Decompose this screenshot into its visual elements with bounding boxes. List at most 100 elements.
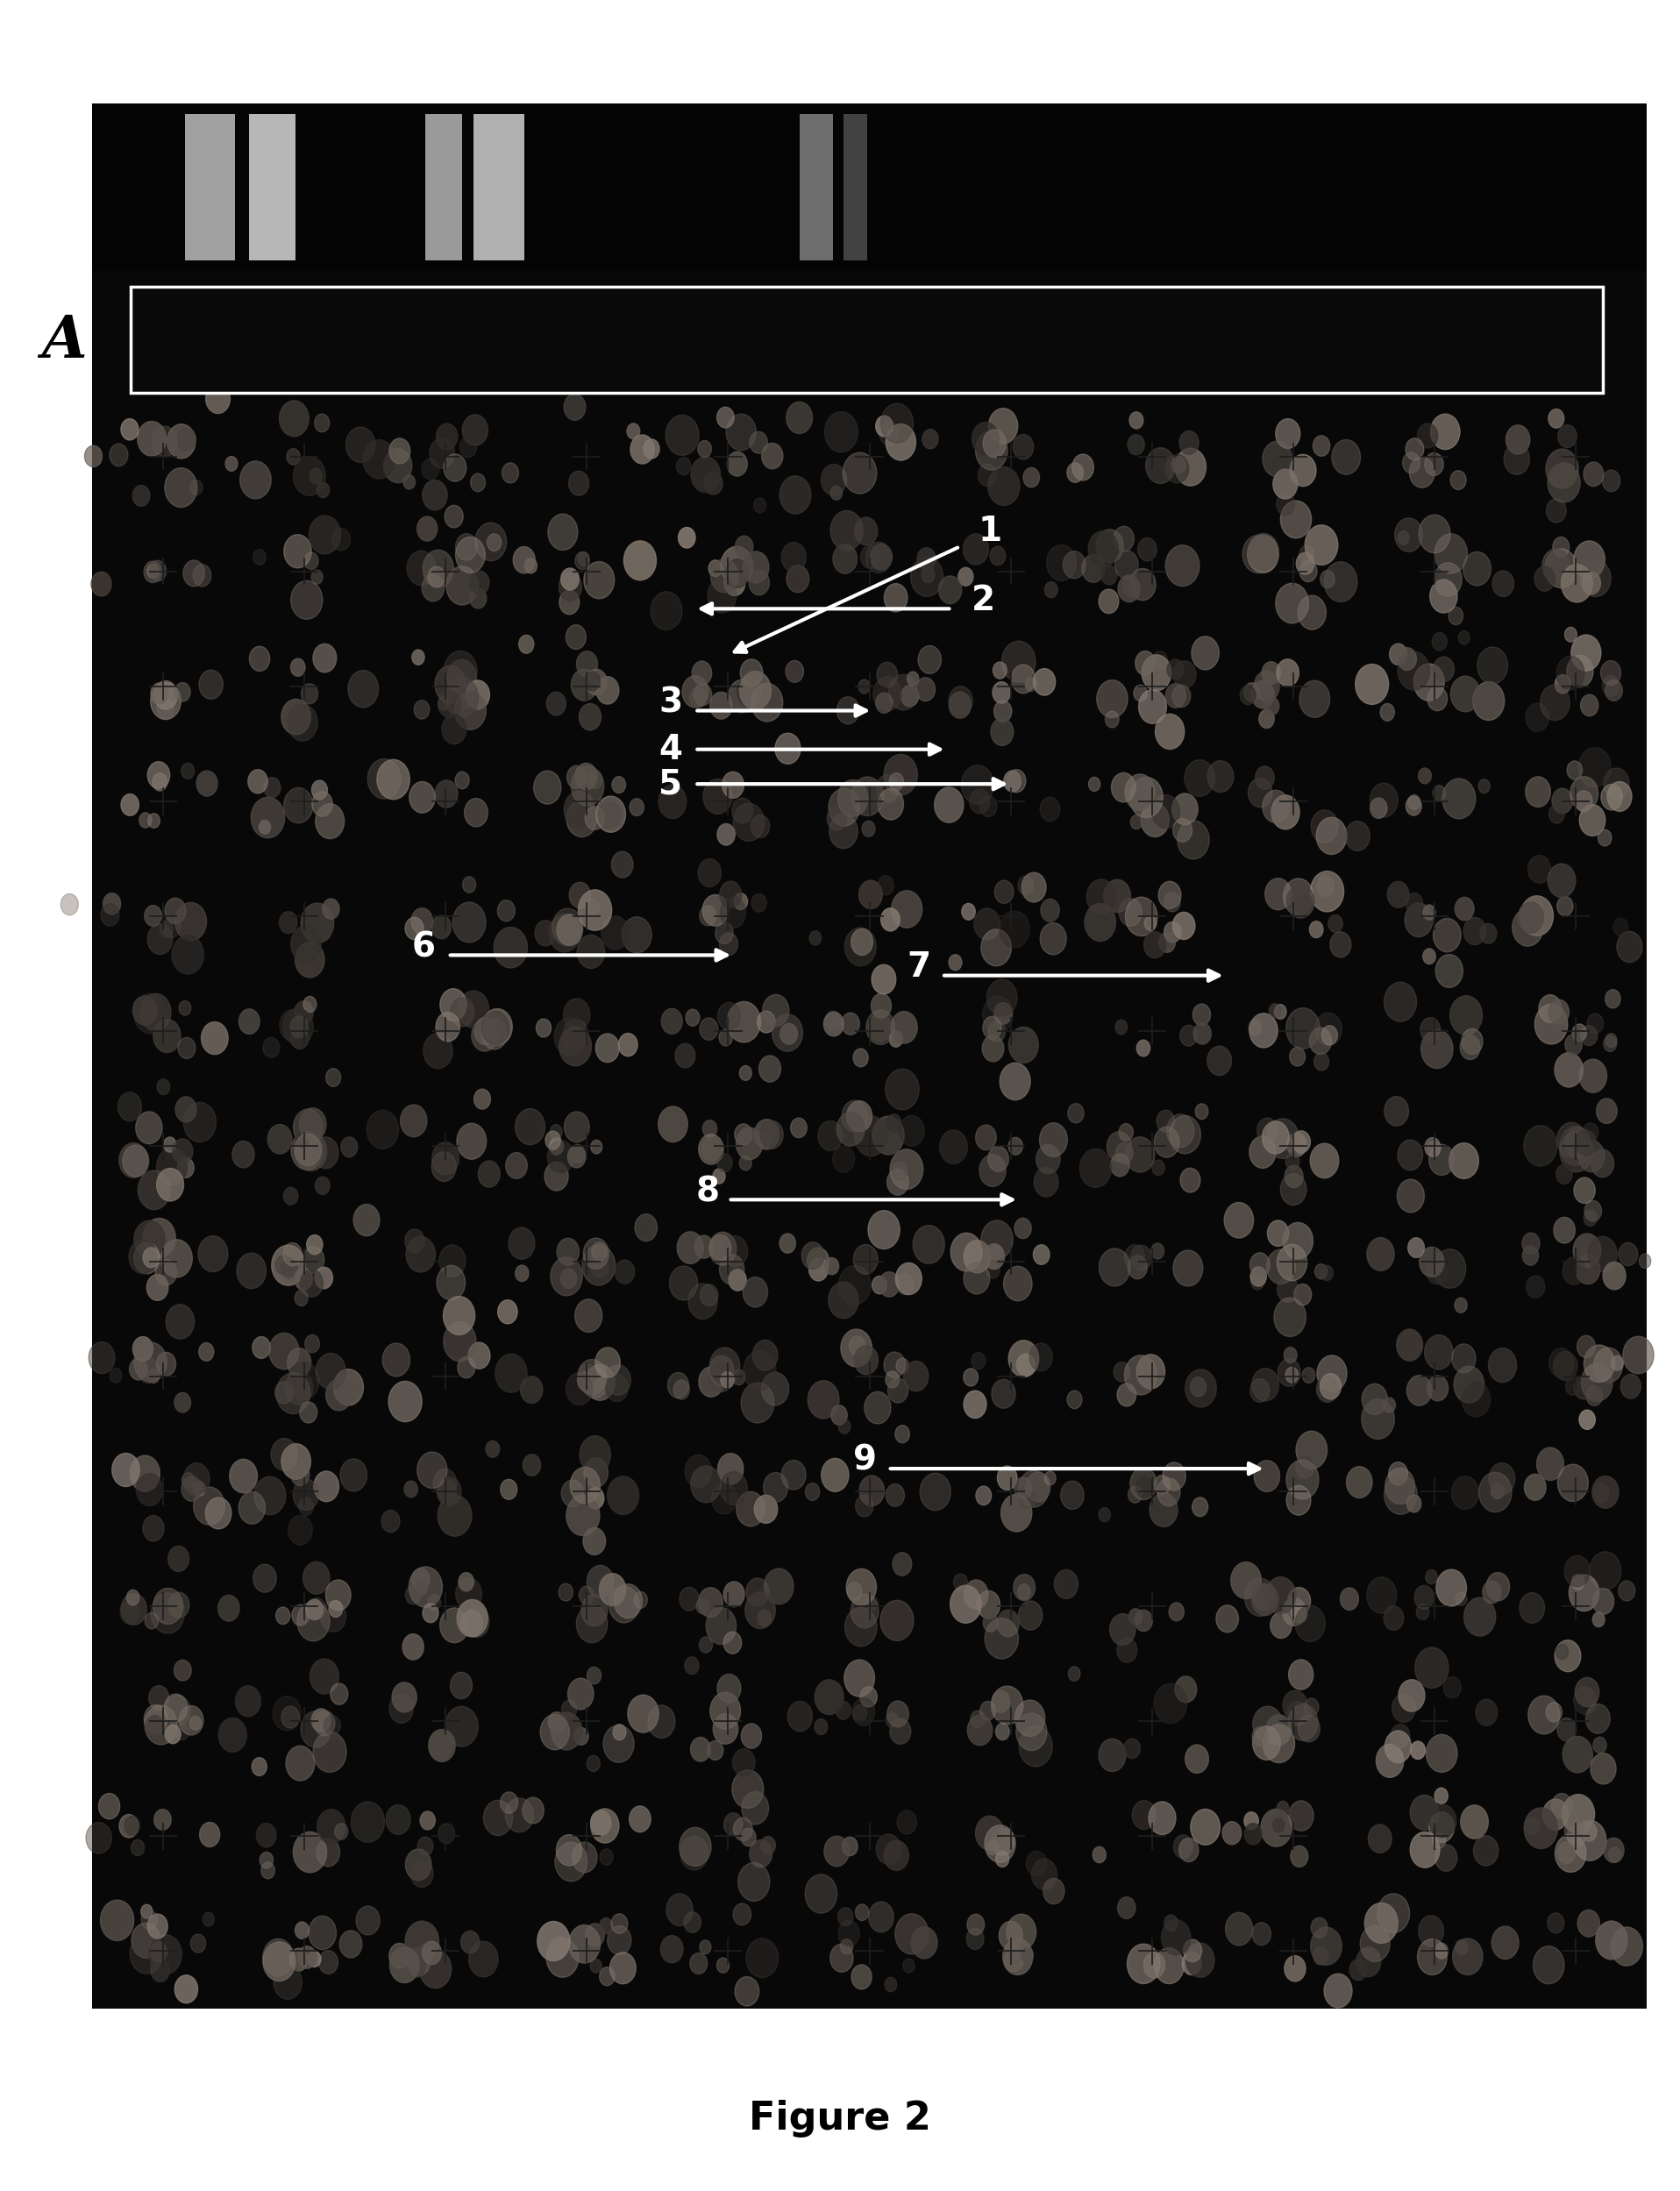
- Circle shape: [961, 765, 995, 804]
- Circle shape: [129, 1358, 148, 1380]
- Circle shape: [1433, 784, 1446, 800]
- Bar: [185, 114, 235, 261]
- Circle shape: [585, 806, 605, 830]
- Circle shape: [1043, 1878, 1065, 1904]
- Circle shape: [487, 535, 501, 552]
- Circle shape: [1287, 1485, 1310, 1516]
- Bar: [249, 114, 296, 261]
- Circle shape: [1549, 1347, 1574, 1378]
- Circle shape: [877, 662, 897, 688]
- Circle shape: [605, 1374, 628, 1402]
- Circle shape: [1263, 1724, 1295, 1764]
- Circle shape: [667, 1893, 692, 1926]
- Circle shape: [561, 1700, 576, 1718]
- Circle shape: [151, 684, 181, 719]
- Circle shape: [717, 1155, 732, 1172]
- Circle shape: [232, 1142, 254, 1168]
- Circle shape: [706, 1608, 736, 1645]
- Circle shape: [823, 1012, 843, 1036]
- Circle shape: [312, 1731, 346, 1773]
- Circle shape: [279, 911, 297, 933]
- Circle shape: [879, 789, 904, 819]
- Circle shape: [808, 1258, 828, 1282]
- Circle shape: [1524, 1475, 1546, 1501]
- Circle shape: [417, 1453, 447, 1488]
- Circle shape: [576, 651, 598, 677]
- Circle shape: [1593, 1613, 1604, 1628]
- Circle shape: [1144, 1952, 1164, 1978]
- Circle shape: [870, 543, 892, 570]
- Circle shape: [144, 561, 161, 583]
- Circle shape: [289, 1516, 312, 1545]
- Circle shape: [1331, 931, 1351, 957]
- Circle shape: [721, 896, 746, 929]
- Circle shape: [1253, 1461, 1280, 1492]
- Circle shape: [1425, 454, 1443, 475]
- Circle shape: [418, 1836, 433, 1856]
- Circle shape: [850, 1595, 879, 1628]
- Circle shape: [1250, 1378, 1270, 1402]
- Circle shape: [296, 1922, 309, 1939]
- Circle shape: [445, 677, 479, 716]
- Circle shape: [1253, 670, 1280, 701]
- Circle shape: [591, 1139, 601, 1155]
- Circle shape: [438, 690, 460, 716]
- Circle shape: [311, 780, 328, 800]
- Circle shape: [758, 1610, 771, 1626]
- Circle shape: [954, 1573, 968, 1591]
- Circle shape: [1588, 1236, 1618, 1271]
- Circle shape: [570, 1468, 600, 1503]
- Circle shape: [190, 1716, 202, 1731]
- Circle shape: [1166, 546, 1200, 587]
- Circle shape: [1547, 1913, 1564, 1932]
- Circle shape: [732, 1770, 763, 1808]
- Circle shape: [316, 804, 344, 839]
- Circle shape: [99, 1794, 119, 1819]
- Circle shape: [586, 668, 606, 695]
- Circle shape: [1524, 1126, 1557, 1166]
- Circle shape: [230, 1459, 257, 1492]
- Circle shape: [144, 1705, 176, 1744]
- Circle shape: [1267, 1120, 1299, 1159]
- Circle shape: [1584, 1345, 1614, 1383]
- Circle shape: [554, 1017, 586, 1056]
- Circle shape: [1289, 1588, 1310, 1615]
- Circle shape: [922, 567, 934, 583]
- Circle shape: [198, 1343, 213, 1361]
- Circle shape: [297, 1946, 316, 1968]
- Circle shape: [1149, 1492, 1178, 1527]
- Circle shape: [986, 1840, 1000, 1856]
- Circle shape: [566, 1494, 600, 1536]
- Circle shape: [1270, 1613, 1292, 1639]
- Circle shape: [885, 1976, 897, 1992]
- Circle shape: [1436, 1569, 1467, 1606]
- Circle shape: [1000, 911, 1030, 949]
- Circle shape: [287, 1347, 311, 1376]
- Circle shape: [259, 819, 270, 835]
- Circle shape: [1262, 440, 1292, 478]
- Circle shape: [457, 1599, 487, 1637]
- Circle shape: [1263, 697, 1278, 714]
- Circle shape: [694, 684, 712, 706]
- Circle shape: [1045, 1470, 1055, 1485]
- Circle shape: [455, 771, 469, 789]
- Circle shape: [1556, 1834, 1586, 1871]
- Circle shape: [272, 1244, 306, 1286]
- Circle shape: [1416, 1604, 1430, 1619]
- Circle shape: [988, 1146, 1008, 1172]
- Circle shape: [732, 1369, 746, 1385]
- Circle shape: [1152, 1159, 1164, 1174]
- Circle shape: [438, 697, 450, 710]
- Circle shape: [697, 440, 712, 458]
- Circle shape: [405, 1229, 425, 1253]
- Circle shape: [1371, 798, 1388, 819]
- Circle shape: [1450, 1144, 1478, 1179]
- Circle shape: [168, 425, 195, 458]
- Circle shape: [1030, 1343, 1052, 1372]
- Circle shape: [1124, 1356, 1158, 1396]
- Circle shape: [136, 1111, 163, 1144]
- Circle shape: [146, 1716, 165, 1737]
- Circle shape: [506, 1799, 534, 1832]
- Circle shape: [749, 570, 769, 596]
- Circle shape: [1248, 535, 1278, 572]
